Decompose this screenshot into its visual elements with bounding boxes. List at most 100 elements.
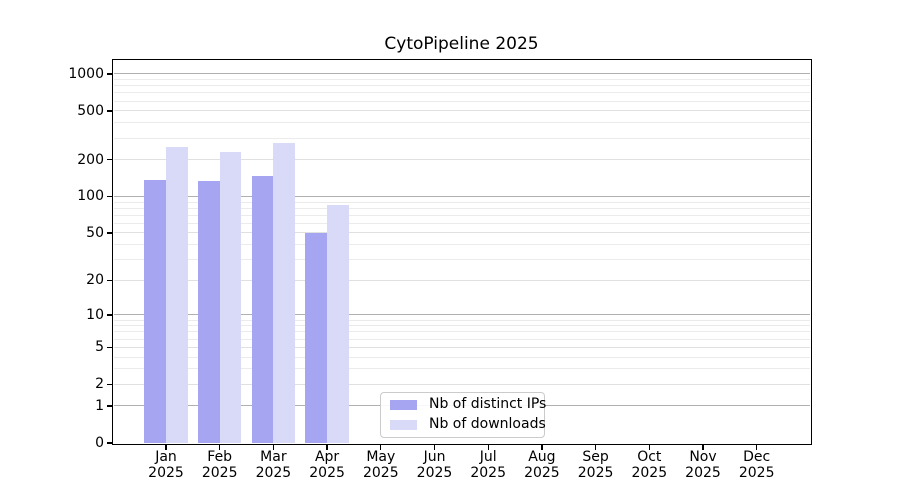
y-tick-label: 50 (86, 224, 104, 241)
y-tick-label: 1000 (68, 65, 104, 82)
x-tick-year: 2025 (631, 464, 668, 481)
y-tick-mark (107, 159, 113, 161)
x-tick-label-dec: Dec 2025 (725, 449, 789, 481)
x-tick-month: Sep (582, 449, 609, 465)
x-tick-label-jul: Jul 2025 (456, 449, 520, 481)
legend-swatch-distinct-ips (390, 399, 417, 410)
gridline-minor (113, 137, 810, 139)
x-tick-label-jan: Jan 2025 (134, 449, 198, 481)
x-tick-year: 2025 (470, 464, 506, 481)
x-tick-year: 2025 (738, 464, 775, 481)
gridline-minor (113, 79, 810, 81)
gridline-minor (113, 331, 810, 333)
y-tick-mark (107, 314, 113, 316)
chart-title: CytoPipeline 2025 (384, 34, 539, 54)
gridline-minor (113, 383, 810, 385)
gridline-minor (113, 244, 810, 246)
x-tick-month: Aug (528, 449, 556, 465)
gridline-minor (113, 356, 810, 358)
x-tick-year: 2025 (148, 464, 184, 481)
x-tick-year: 2025 (577, 464, 614, 481)
x-tick-mark (165, 444, 167, 450)
x-tick-mark (380, 444, 382, 450)
x-tick-mark (433, 444, 436, 450)
legend-label-downloads: Nb of downloads (429, 416, 546, 432)
gridline-minor (113, 85, 810, 87)
x-tick-month: Apr (314, 449, 340, 465)
y-tick-label: 200 (77, 151, 104, 168)
gridline-major (113, 314, 810, 316)
gridline-minor (113, 232, 810, 234)
bar-downloads-jan (166, 146, 188, 443)
bar-downloads-mar (273, 142, 296, 443)
gridline-major (113, 195, 810, 197)
x-tick-month: Mar (260, 449, 287, 465)
gridline-minor (113, 319, 810, 321)
x-tick-label-jun: Jun 2025 (403, 449, 467, 481)
bar-downloads-apr (327, 205, 349, 443)
x-tick-label-apr: Apr 2025 (295, 449, 359, 481)
y-tick-mark (107, 383, 113, 385)
x-tick-mark (702, 444, 704, 450)
x-tick-mark (648, 444, 650, 450)
bar-distinct-ips-apr (305, 232, 328, 443)
y-tick-mark (107, 195, 113, 198)
x-tick-mark (487, 444, 489, 450)
y-tick-label: 0 (95, 435, 104, 451)
x-tick-month: Nov (689, 449, 717, 465)
x-tick-month: Jun (423, 449, 446, 465)
x-tick-label-aug: Aug 2025 (510, 449, 574, 481)
gridline-minor (113, 110, 810, 112)
legend-label-distinct-ips: Nb of distinct IPs (429, 396, 547, 412)
y-tick-mark (107, 405, 113, 407)
bar-distinct-ips-mar (251, 175, 274, 443)
x-tick-mark (541, 444, 543, 450)
x-tick-label-oct: Oct 2025 (617, 449, 681, 481)
bar-distinct-ips-feb (198, 180, 220, 443)
gridline-minor (113, 338, 810, 340)
legend-item-downloads: Nb of downloads (387, 417, 546, 432)
gridline-minor (113, 214, 810, 216)
legend-item-distinct-ips: Nb of distinct IPs (387, 397, 546, 412)
legend: Nb of distinct IPs Nb of downloads (380, 391, 546, 438)
x-tick-mark (594, 444, 597, 450)
bar-downloads-feb (219, 151, 242, 443)
gridline-minor (113, 159, 810, 161)
y-tick-label: 20 (86, 272, 104, 289)
x-tick-label-may: May 2025 (349, 449, 413, 481)
x-tick-label-sep: Sep 2025 (564, 449, 628, 481)
legend-swatch-downloads (390, 419, 417, 430)
y-tick-mark (107, 110, 113, 112)
x-tick-month: Oct (637, 449, 662, 465)
y-tick-label: 500 (77, 102, 104, 119)
x-tick-year: 2025 (685, 464, 721, 481)
y-tick-mark (107, 73, 113, 75)
x-tick-mark (326, 444, 328, 450)
x-tick-label-feb: Feb 2025 (188, 449, 252, 481)
gridline-minor (113, 325, 810, 327)
x-tick-label-mar: Mar 2025 (241, 449, 305, 481)
gridline-minor (113, 346, 810, 348)
x-tick-year: 2025 (524, 464, 560, 481)
x-tick-month: May (366, 449, 396, 465)
x-tick-year: 2025 (362, 464, 399, 481)
x-tick-month: Dec (743, 449, 771, 465)
x-tick-label-nov: Nov 2025 (671, 449, 735, 481)
y-tick-mark (107, 232, 113, 234)
y-tick-label: 10 (86, 306, 104, 323)
gridline-minor (113, 100, 810, 102)
x-tick-month: Jan (155, 449, 177, 465)
y-tick-mark (107, 442, 113, 444)
gridline-minor (113, 279, 810, 281)
gridline-minor (113, 368, 810, 370)
y-tick-label: 5 (95, 339, 104, 356)
gridline-minor (113, 122, 810, 124)
bar-distinct-ips-jan (144, 180, 166, 443)
y-tick-label: 2 (95, 376, 104, 393)
gridline-minor (113, 222, 810, 224)
x-tick-year: 2025 (309, 464, 345, 481)
x-tick-month: Feb (207, 449, 233, 465)
x-tick-mark (756, 444, 758, 450)
x-tick-year: 2025 (201, 464, 238, 481)
